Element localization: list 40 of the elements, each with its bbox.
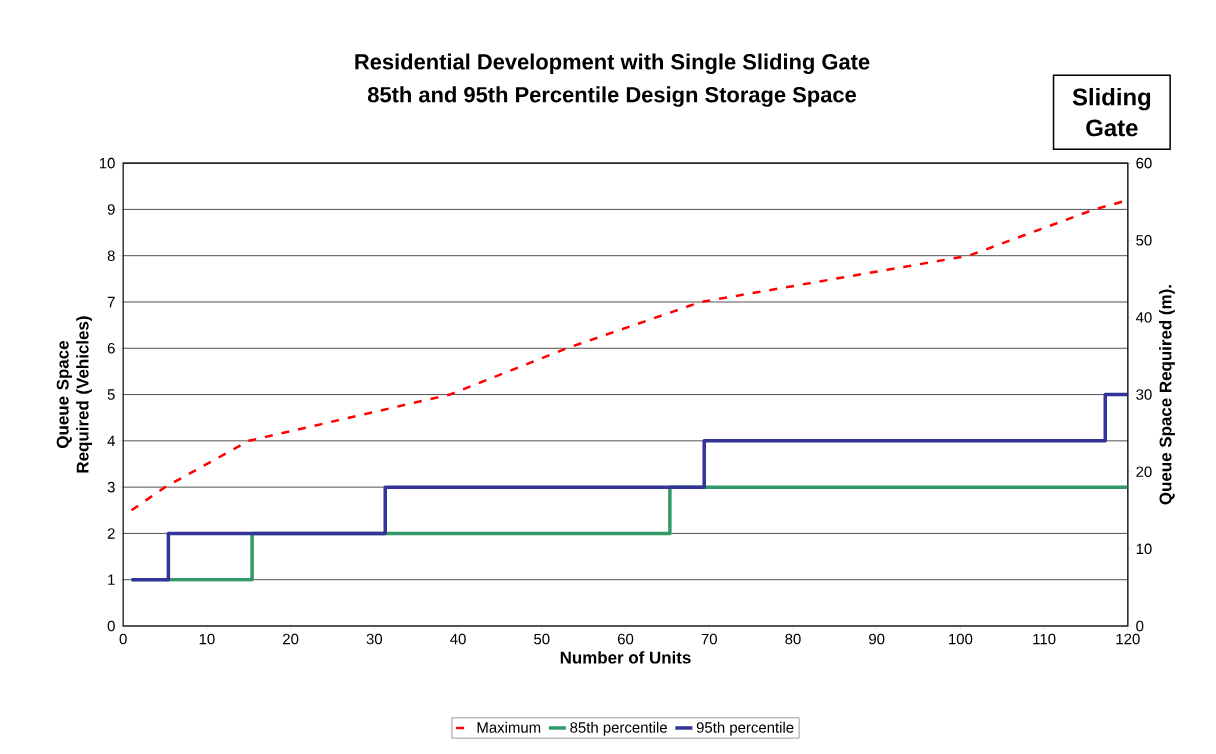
- y2-tick-label: 40: [1135, 312, 1152, 323]
- y-tick-label: 5: [107, 389, 115, 400]
- y-tick-label: 8: [107, 250, 115, 261]
- legend-label: 85th percentile: [570, 721, 667, 736]
- x-tick-label: 80: [785, 633, 801, 645]
- y2-tick-label: 20: [1136, 466, 1152, 477]
- x-tick-label: 30: [366, 633, 383, 645]
- chart-subtitle: 85th and 95th Percentile Design Storage Space: [367, 86, 856, 107]
- x-tick-label: 40: [450, 633, 466, 645]
- x-tick-label: 100: [949, 633, 973, 645]
- y-tick-label: 7: [107, 296, 115, 308]
- y-tick-label: 9: [107, 204, 115, 215]
- x-tick-label: 10: [199, 633, 215, 645]
- y2-tick-label: 30: [1136, 389, 1152, 400]
- chart-title: Residential Development with Single Sliding Gate: [355, 53, 870, 74]
- y-tick-label: 1: [108, 574, 115, 585]
- y-tick-label: 10: [99, 157, 115, 169]
- y2-tick-label: 50: [1136, 234, 1152, 246]
- x-tick-label: 20: [283, 633, 299, 645]
- y-tick-label: 6: [107, 342, 115, 354]
- y-tick-label: 3: [107, 481, 115, 493]
- y2-tick-label: 60: [1136, 157, 1152, 169]
- legend-label: 95th percentile: [696, 721, 794, 736]
- legend-label: Maximum: [477, 721, 541, 733]
- x-tick-label: 110: [1033, 633, 1056, 645]
- x-tick-label: 0: [119, 633, 127, 645]
- y2-tick-label: 0: [1136, 620, 1144, 632]
- text: Sliding Gate: [1072, 87, 1151, 137]
- x-axis-title: Number of Units: [560, 651, 691, 664]
- y2-tick-label: 10: [1136, 543, 1152, 555]
- x-tick-label: 50: [534, 633, 550, 645]
- x-tick-label: 60: [617, 633, 634, 645]
- y-tick-label: 4: [107, 435, 115, 446]
- y-axis-title: Queue Space Required (Vehicles): [56, 316, 92, 473]
- y-tick-label: 0: [107, 620, 115, 632]
- x-tick-label: 120: [1116, 633, 1140, 645]
- x-tick-label: 70: [701, 633, 717, 645]
- y2-axis-title: Queue Space Required (m).: [1159, 285, 1175, 505]
- x-tick-label: 90: [869, 633, 885, 645]
- y-tick-label: 2: [107, 528, 115, 539]
